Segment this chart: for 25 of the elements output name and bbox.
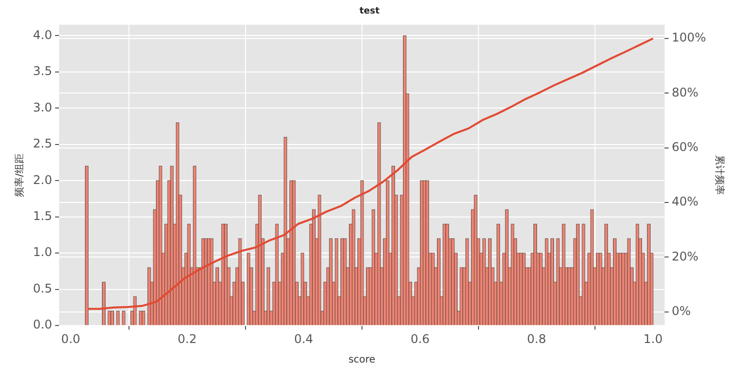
x-tick-label: 0.0 (61, 332, 80, 346)
chart-title: test (359, 6, 380, 17)
x-tick-label: 0.8 (527, 332, 546, 346)
y-tick-label: 2.5 (32, 136, 52, 151)
y-tick-label: 1.0 (32, 245, 52, 260)
y2-axis-title: 累计频率 (713, 155, 726, 196)
x-axis-title: score (348, 354, 376, 366)
y2-tick-label: 0% (672, 304, 691, 318)
y-tick-label: 4.0 (32, 28, 52, 42)
x-tick-label: 0.4 (294, 332, 314, 346)
y2-tick-label: 100% (672, 30, 706, 45)
x-tick-label: 1.0 (644, 332, 663, 346)
y-axis-title: 频率/组距 (14, 154, 26, 197)
y2-tick-label: 40% (672, 194, 698, 209)
y-tick-label: 1.5 (32, 209, 52, 223)
y-tick-label: 0.0 (32, 318, 52, 332)
x-tick-label: 0.6 (410, 332, 430, 346)
y2-tick-label: 60% (672, 140, 698, 154)
y-tick-label: 0.5 (32, 281, 52, 296)
x-tick-label: 0.2 (178, 332, 197, 346)
y-tick-label: 3.0 (32, 100, 52, 114)
y-tick-label: 2.0 (32, 172, 52, 187)
y-tick-label: 3.5 (32, 64, 52, 78)
y2-tick-label: 80% (672, 85, 698, 100)
y2-tick-label: 20% (672, 249, 698, 264)
